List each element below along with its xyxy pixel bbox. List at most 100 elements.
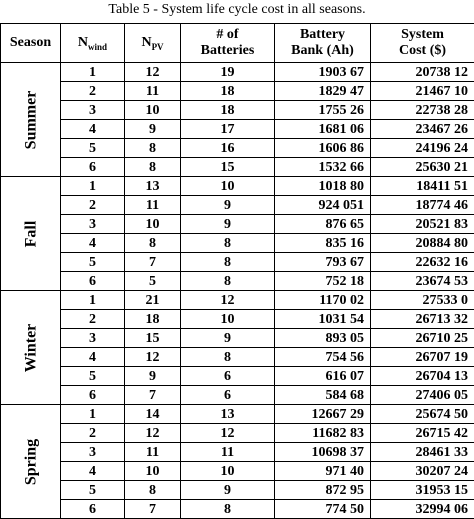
npv-cell: 11 [125, 443, 181, 462]
system-cost-cell: 27533 0 [371, 291, 474, 310]
batteries-cell: 6 [181, 367, 275, 386]
nwind-cell: 1 [61, 63, 125, 82]
nwind-cell: 6 [61, 272, 125, 291]
batteries-cell: 6 [181, 386, 275, 405]
season-label: Spring [22, 438, 39, 484]
npv-cell: 9 [125, 367, 181, 386]
system-cost-cell: 27406 05 [371, 386, 474, 405]
battery-bank-cell: 872 95 [275, 481, 371, 500]
npv-cell: 7 [125, 386, 181, 405]
system-cost-cell: 26710 25 [371, 329, 474, 348]
battery-bank-cell: 752 18 [275, 272, 371, 291]
system-cost-cell: 20521 83 [371, 215, 474, 234]
nwind-cell: 4 [61, 120, 125, 139]
npv-cell: 11 [125, 196, 181, 215]
nwind-cell: 6 [61, 500, 125, 519]
batteries-cell: 12 [181, 424, 275, 443]
nwind-cell: 4 [61, 234, 125, 253]
table-caption: Table 5 - System life cycle cost in all … [0, 0, 474, 22]
npv-cell: 9 [125, 120, 181, 139]
header-npv: NPV [125, 24, 181, 63]
nwind-cell: 2 [61, 196, 125, 215]
system-cost-cell: 21467 10 [371, 82, 474, 101]
nwind-cell: 3 [61, 101, 125, 120]
npv-cell: 12 [125, 424, 181, 443]
season-cell: Summer [1, 63, 61, 177]
system-cost-cell: 25674 50 [371, 405, 474, 424]
batteries-cell: 8 [181, 234, 275, 253]
system-cost-cell: 18411 51 [371, 177, 474, 196]
nwind-cell: 3 [61, 329, 125, 348]
batteries-cell: 18 [181, 101, 275, 120]
battery-bank-cell: 1532 66 [275, 158, 371, 177]
npv-cell: 11 [125, 82, 181, 101]
nwind-cell: 1 [61, 291, 125, 310]
battery-bank-cell: 12667 29 [275, 405, 371, 424]
batteries-cell: 16 [181, 139, 275, 158]
npv-cell: 10 [125, 462, 181, 481]
nwind-cell: 3 [61, 215, 125, 234]
season-cell: Spring [1, 405, 61, 519]
nwind-cell: 5 [61, 139, 125, 158]
batteries-cell: 13 [181, 405, 275, 424]
battery-bank-cell: 835 16 [275, 234, 371, 253]
battery-bank-cell: 584 68 [275, 386, 371, 405]
system-cost-cell: 32994 06 [371, 500, 474, 519]
battery-bank-cell: 10698 37 [275, 443, 371, 462]
season-label: Fall [22, 220, 39, 247]
system-cost-cell: 18774 46 [371, 196, 474, 215]
npv-cell: 10 [125, 101, 181, 120]
system-cost-cell: 24196 24 [371, 139, 474, 158]
battery-bank-cell: 1903 67 [275, 63, 371, 82]
npv-cell: 14 [125, 405, 181, 424]
battery-bank-cell: 1755 26 [275, 101, 371, 120]
npv-cell: 12 [125, 63, 181, 82]
batteries-cell: 8 [181, 272, 275, 291]
battery-bank-cell: 774 50 [275, 500, 371, 519]
npv-cell: 8 [125, 481, 181, 500]
system-cost-cell: 26713 32 [371, 310, 474, 329]
nwind-cell: 2 [61, 310, 125, 329]
battery-bank-cell: 971 40 [275, 462, 371, 481]
batteries-cell: 9 [181, 215, 275, 234]
system-cost-cell: 22738 28 [371, 101, 474, 120]
npv-cell: 12 [125, 348, 181, 367]
system-cost-cell: 31953 15 [371, 481, 474, 500]
season-label: Summer [22, 90, 39, 149]
npv-cell: 15 [125, 329, 181, 348]
batteries-cell: 11 [181, 443, 275, 462]
batteries-cell: 9 [181, 481, 275, 500]
npv-cell: 8 [125, 158, 181, 177]
npv-cell: 10 [125, 215, 181, 234]
npv-cell: 8 [125, 234, 181, 253]
nwind-cell: 5 [61, 253, 125, 272]
system-cost-cell: 26704 13 [371, 367, 474, 386]
season-cell: Fall [1, 177, 61, 291]
npv-cell: 5 [125, 272, 181, 291]
batteries-cell: 8 [181, 348, 275, 367]
battery-bank-cell: 1018 80 [275, 177, 371, 196]
system-cost-cell: 26707 19 [371, 348, 474, 367]
batteries-cell: 19 [181, 63, 275, 82]
batteries-cell: 15 [181, 158, 275, 177]
battery-bank-cell: 616 07 [275, 367, 371, 386]
battery-bank-cell: 754 56 [275, 348, 371, 367]
battery-bank-cell: 924 051 [275, 196, 371, 215]
